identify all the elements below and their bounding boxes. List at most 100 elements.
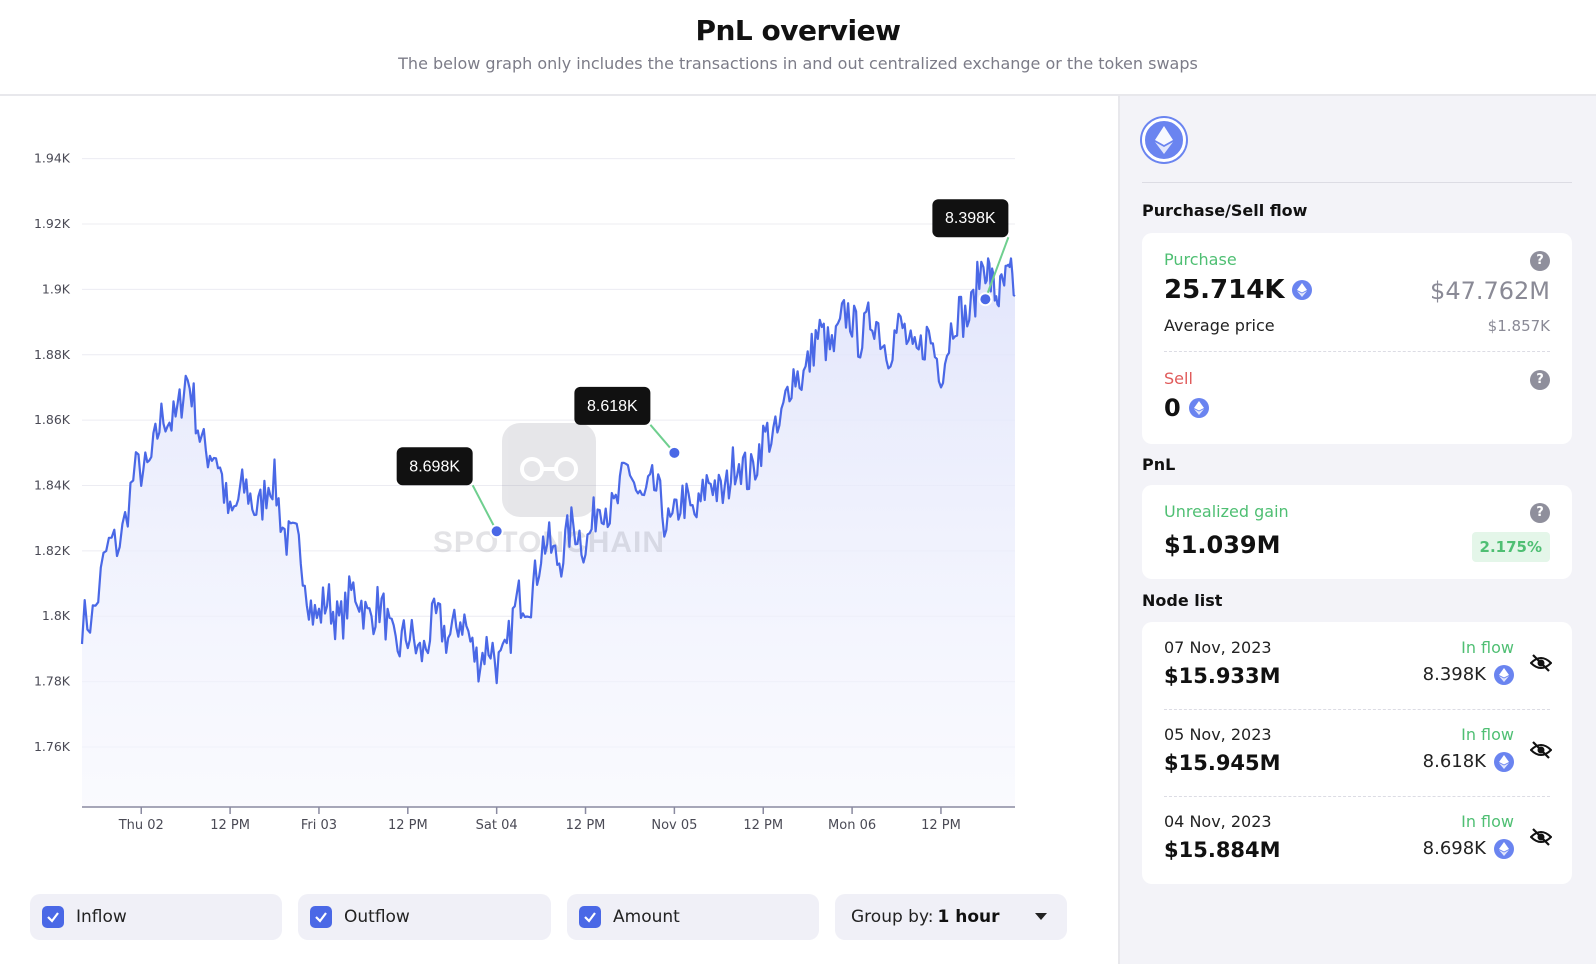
purchase-sell-title: Purchase/Sell flow: [1142, 201, 1308, 220]
page-subtitle: The below graph only includes the transa…: [398, 54, 1198, 73]
node-usd: $15.933M: [1164, 664, 1281, 688]
group-by-value: 1 hour: [937, 907, 1000, 927]
marker-dot[interactable]: [489, 524, 504, 539]
marker-connector: [984, 236, 1010, 300]
inflow-label: Inflow: [76, 907, 127, 927]
y-tick-label: 1.8K: [42, 608, 71, 623]
y-tick-label: 1.82K: [34, 543, 71, 558]
y-tick-label: 1.94K: [34, 151, 71, 166]
check-icon: [584, 912, 596, 923]
eye-off-icon[interactable]: [1530, 654, 1552, 672]
panel-divider: [1118, 96, 1120, 964]
watermark-logo-ring-right: [554, 457, 578, 481]
node-list-title: Node list: [1142, 591, 1223, 610]
marker-connector: [471, 484, 498, 532]
y-tick-label: 1.9K: [42, 281, 71, 296]
node-amount: 8.698K: [1423, 838, 1514, 859]
sell-amount: 0: [1164, 394, 1209, 422]
x-tick-label: Mon 06: [828, 818, 876, 833]
ethereum-glyph: [1155, 126, 1173, 154]
node-flow: In flow: [1461, 638, 1514, 657]
marker-dot[interactable]: [667, 445, 682, 460]
marker-dot[interactable]: [978, 292, 993, 307]
side-divider: [1142, 182, 1572, 183]
node-flow: In flow: [1461, 725, 1514, 744]
amount-toggle[interactable]: Amount: [567, 894, 819, 940]
card-divider: [1164, 351, 1550, 352]
unrealized-gain-percent-badge: 2.175%: [1471, 532, 1550, 562]
node-flow: In flow: [1461, 812, 1514, 831]
node-date: 04 Nov, 2023: [1164, 812, 1272, 831]
x-tick-label: 12 PM: [388, 818, 428, 833]
marker-label: 8.618K: [587, 398, 638, 415]
watermark-logo-box: [502, 423, 596, 517]
node-date: 07 Nov, 2023: [1164, 638, 1272, 657]
x-tick-label: 12 PM: [210, 818, 250, 833]
sell-amount-value: 0: [1164, 394, 1181, 422]
node-amount-value: 8.618K: [1422, 751, 1486, 772]
node-item[interactable]: 04 Nov, 2023 $15.884M In flow 8.698K: [1142, 796, 1572, 884]
y-axis: 1.94K 1.92K 1.9K 1.88K 1.86K 1.84K 1.82K 1.8K 1.…: [34, 151, 71, 754]
pnl-chart[interactable]: 1.94K 1.92K 1.9K 1.88K 1.86K 1.84K 1.82K 1.8K 1.…: [0, 96, 1118, 876]
node-usd: $15.945M: [1164, 751, 1281, 775]
node-item[interactable]: 05 Nov, 2023 $15.945M In flow 8.618K: [1142, 709, 1572, 797]
outflow-toggle[interactable]: Outflow: [298, 894, 551, 940]
inflow-toggle[interactable]: Inflow: [30, 894, 282, 940]
eye-off-icon[interactable]: [1530, 828, 1552, 846]
node-item[interactable]: 07 Nov, 2023 $15.933M In flow 8.398K: [1142, 622, 1572, 710]
watermark-logo-ring-left: [520, 457, 544, 481]
x-tick-label: Sat 04: [476, 818, 518, 833]
x-tick-label: 12 PM: [566, 818, 606, 833]
side-panel: Purchase/Sell flow Purchase ? 25.714K $4…: [1120, 96, 1596, 964]
y-tick-label: 1.84K: [34, 478, 71, 493]
y-tick-label: 1.76K: [34, 739, 71, 754]
ethereum-icon: [1494, 664, 1514, 685]
outflow-label: Outflow: [344, 907, 410, 927]
series-line: [80, 257, 1016, 685]
group-by-select[interactable]: Group by: 1 hour: [835, 894, 1067, 940]
page-title: PnL overview: [695, 14, 901, 47]
average-price-value: $1.857K: [1487, 317, 1550, 335]
y-tick-label: 1.78K: [34, 674, 71, 689]
check-icon: [47, 912, 59, 923]
purchase-amount: 25.714K: [1164, 275, 1313, 305]
chart-markers[interactable]: 8.698K 8.618K 8.398K: [396, 199, 1010, 539]
node-list-card: 07 Nov, 2023 $15.933M In flow 8.398K 05 …: [1142, 622, 1572, 884]
eye-off-icon[interactable]: [1530, 741, 1552, 759]
marker-label-box: [396, 447, 473, 486]
purchase-usd: $47.762M: [1430, 277, 1550, 305]
average-price-label: Average price: [1164, 316, 1275, 335]
node-usd: $15.884M: [1164, 838, 1281, 862]
x-axis: Thu 02 12 PM Fri 03 12 PM Sat 04 12 PM Nov 05 1…: [118, 807, 961, 833]
pnl-card: Unrealized gain ? $1.039M 2.175%: [1142, 485, 1572, 579]
node-amount: 8.398K: [1423, 664, 1514, 685]
amount-checkbox[interactable]: [579, 906, 601, 928]
y-tick-label: 1.88K: [34, 347, 71, 362]
node-date: 05 Nov, 2023: [1164, 725, 1272, 744]
marker-label: 8.398K: [945, 210, 996, 227]
x-tick-label: 12 PM: [743, 818, 783, 833]
chevron-down-icon: [1035, 913, 1047, 920]
help-icon[interactable]: ?: [1530, 370, 1550, 390]
group-by-label: Group by:: [851, 907, 934, 927]
marker-label-box: [932, 199, 1009, 238]
node-amount-value: 8.398K: [1422, 664, 1486, 685]
watermark-logo: SPOTONCHAIN: [433, 423, 664, 559]
purchase-amount-value: 25.714K: [1164, 275, 1285, 305]
y-tick-label: 1.92K: [34, 216, 71, 231]
x-tick-label: Thu 02: [118, 818, 164, 833]
inflow-checkbox[interactable]: [42, 906, 64, 928]
help-icon[interactable]: ?: [1530, 251, 1550, 271]
node-amount: 8.618K: [1423, 751, 1514, 772]
outflow-checkbox[interactable]: [310, 906, 332, 928]
chart-svg[interactable]: 1.94K 1.92K 1.9K 1.88K 1.86K 1.84K 1.82K 1.8K 1.…: [0, 96, 1118, 876]
ethereum-icon: [1494, 838, 1514, 859]
marker-label: 8.698K: [409, 458, 460, 475]
help-icon[interactable]: ?: [1530, 503, 1550, 523]
x-tick-label: 12 PM: [921, 818, 961, 833]
unrealized-gain-value: $1.039M: [1164, 531, 1281, 559]
ethereum-icon: [1142, 118, 1186, 162]
y-tick-label: 1.86K: [34, 412, 71, 427]
ethereum-icon: [1494, 751, 1514, 772]
marker-label-box: [574, 386, 651, 425]
